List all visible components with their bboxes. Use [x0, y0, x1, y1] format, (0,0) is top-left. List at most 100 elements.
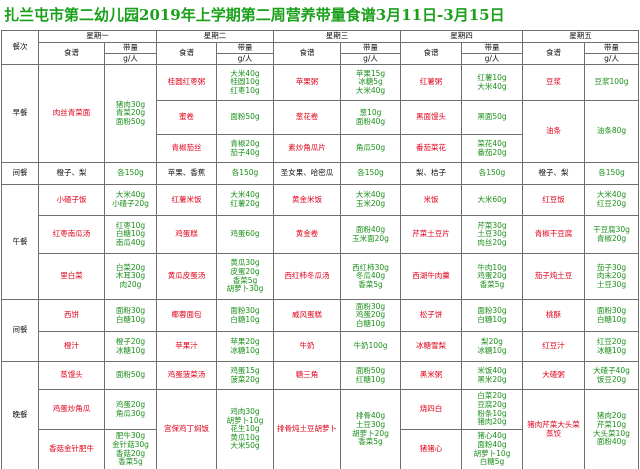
amount-wed-dinner-1: 面粉50g 红糖10g [340, 361, 401, 390]
unit-header: g/人 [340, 53, 401, 65]
dish-tue-snack-1: 苹果、香蕉 [156, 162, 217, 185]
dish-wed-snack-2a: 威风蛋糕 [273, 299, 341, 332]
dish-thu-snack-1: 梨、桔子 [400, 162, 462, 185]
dish-fri-snack-2a: 桃酥 [522, 299, 585, 332]
page-title: 扎兰屯市第二幼儿园2019年上学期第二周营养带量食谱3月11日-3月15日 [4, 6, 505, 24]
amount-thu-dinner-2: 白菜20g 豆腐20g 粉条10g 猪肉20g [461, 389, 523, 430]
dish-tue-breakfast-1: 桂圆红枣粥 [156, 64, 217, 101]
dish-fri-lunch-2: 青椒干豆腐 [522, 215, 585, 254]
amount-tue-breakfast-2: 面粉50g [216, 100, 274, 135]
meal-label-snack-2: 间餐 [1, 299, 39, 362]
meal-label-lunch: 午餐 [1, 184, 39, 300]
dish-wed-breakfast-1: 苹果粥 [273, 64, 341, 101]
amount-tue-breakfast-1: 大米40g 桂圆10g 红枣10g [216, 64, 274, 101]
dish-thu-dinner-3: 猪猪心 [400, 429, 462, 469]
recipe-header: 食谱 [156, 42, 217, 65]
meal-label-breakfast: 早餐 [1, 64, 39, 163]
dish-thu-lunch-3: 西湖牛肉羹 [400, 253, 462, 300]
amount-thu-lunch-1: 大米60g [461, 184, 523, 216]
dish-tue-lunch-2: 鸡蛋糕 [156, 215, 217, 254]
amount-wed-dinner-2: 排骨40g 土豆30g 胡萝卜20g 香菜5g [340, 389, 401, 469]
dish-mon-snack-1: 橙子、梨 [38, 162, 105, 185]
day-header-wed: 星期三 [273, 30, 401, 43]
amount-fri-snack-2b: 红豆20g 冰糖10g [584, 331, 639, 362]
dish-fri-snack-2b: 红豆汁 [522, 331, 585, 362]
dish-mon-lunch-3: 里白菜 [38, 253, 105, 300]
meal-label-dinner: 晚餐 [1, 361, 39, 469]
dish-tue-dinner-1: 鸡蛋菠菜汤 [156, 361, 217, 390]
dish-thu-dinner-2: 烧四白 [400, 389, 462, 430]
dish-thu-dinner-1: 黑米粥 [400, 361, 462, 390]
amount-tue-snack-1: 各150g [216, 162, 274, 185]
amount-wed-snack-2b: 牛奶100g [340, 331, 401, 362]
unit-header: g/人 [216, 53, 274, 65]
amount-fri-snack-1: 各150g [584, 162, 639, 185]
amount-thu-lunch-2: 芹菜30g 土豆30g 肉丝20g [461, 215, 523, 254]
amount-wed-snack-2a: 面粉30g 鸡蛋20g 白糖10g [340, 299, 401, 332]
unit-header: g/人 [461, 53, 523, 65]
dish-wed-breakfast-3: 素炒角瓜片 [273, 134, 341, 163]
amount-tue-snack-2b: 苹果20g 冰糖10g [216, 331, 274, 362]
dish-mon-lunch-1: 小碴子饭 [38, 184, 105, 216]
amount-fri-breakfast-1: 豆浆100g [584, 64, 639, 101]
meal-label-snack-1: 间餐 [1, 162, 39, 185]
dish-tue-breakfast-3: 青椒茄丝 [156, 134, 217, 163]
dish-fri-breakfast-1: 豆浆 [522, 64, 585, 101]
dish-wed-dinner-1: 糖三角 [273, 361, 341, 390]
amount-tue-breakfast-3: 青椒20g 茄子40g [216, 134, 274, 163]
amount-fri-lunch-2: 干豆腐30g 青椒20g [584, 215, 639, 254]
amount-mon-breakfast: 猪肉30g 青菜20g 面粉50g [104, 64, 157, 163]
dish-fri-lunch-1: 红豆饭 [522, 184, 585, 216]
amount-fri-dinner-2: 猪肉20g 芹菜10g 大头菜10g 面粉40g [584, 389, 639, 469]
dish-fri-dinner-1: 大碴粥 [522, 361, 585, 390]
amount-thu-snack-2b: 梨20g 冰糖10g [461, 331, 523, 362]
dish-mon-dinner-3: 香菇金针肥牛 [38, 429, 105, 469]
amount-wed-breakfast-1: 苹果15g 冰糖5g 大米40g [340, 64, 401, 101]
dish-tue-snack-2b: 苹果汁 [156, 331, 217, 362]
amount-fri-snack-2a: 面粉30g 白糖10g [584, 299, 639, 332]
amount-thu-breakfast-1: 红薯10g 大米40g [461, 64, 523, 101]
amount-wed-lunch-1: 大米40g 玉米20g [340, 184, 401, 216]
amount-wed-snack-1: 各150g [340, 162, 401, 185]
menu-table: 餐次 星期一 星期二 星期三 星期四 星期五 食谱 带量 食谱 带量 食谱 带量… [1, 30, 639, 469]
dish-thu-snack-2a: 松子饼 [400, 299, 462, 332]
dish-thu-lunch-1: 米饭 [400, 184, 462, 216]
unit-header: g/人 [584, 53, 639, 65]
amount-thu-dinner-1: 米饭40g 黑米20g [461, 361, 523, 390]
amount-thu-snack-2a: 面粉30g 白糖10g [461, 299, 523, 332]
dish-thu-lunch-2: 芹菜土豆片 [400, 215, 462, 254]
recipe-header: 食谱 [273, 42, 341, 65]
amount-tue-dinner-1: 鸡蛋15g 菠菜20g [216, 361, 274, 390]
dish-fri-breakfast-2: 油条 [522, 100, 585, 163]
dish-tue-dinner-2: 宫保鸡丁焖饭 [156, 389, 217, 469]
amount-fri-lunch-3: 茄子30g 肉末20g 土豆30g [584, 253, 639, 300]
amount-tue-lunch-3: 黄瓜30g 皮蛋20g 香菜5g 胡萝卜30g [216, 253, 274, 300]
amount-mon-dinner-1: 面粉50g [104, 361, 157, 390]
amount-mon-dinner-3: 肥牛30g 金针菇30g 香菇20g 香菜5g [104, 429, 157, 469]
amount-fri-breakfast-2: 油条80g [584, 100, 639, 163]
dish-wed-lunch-1: 黄金米饭 [273, 184, 341, 216]
amount-thu-snack-1: 各150g [461, 162, 523, 185]
recipe-header: 食谱 [400, 42, 462, 65]
amount-wed-lunch-3: 西红柿30g 冬瓜40g 香菜5g [340, 253, 401, 300]
dish-mon-dinner-1: 蒸馒头 [38, 361, 105, 390]
amount-header: 带量 [584, 42, 639, 54]
recipe-header: 食谱 [38, 42, 105, 65]
recipe-header: 食谱 [522, 42, 585, 65]
dish-mon-snack-2a: 西饼 [38, 299, 105, 332]
amount-mon-snack-2b: 橙子20g 冰糖10g [104, 331, 157, 362]
amount-thu-dinner-3: 猪心40g 面粉40g 胡萝卜10g 白糖5g [461, 429, 523, 469]
amount-fri-lunch-1: 大米40g 红豆20g [584, 184, 639, 216]
day-header-tue: 星期二 [156, 30, 274, 43]
amount-thu-lunch-3: 牛肉10g 鸡蛋20g 香菜5g [461, 253, 523, 300]
dish-mon-lunch-2: 红枣南瓜汤 [38, 215, 105, 254]
dish-thu-breakfast-2: 黑面馒头 [400, 100, 462, 135]
dish-tue-snack-2a: 椰蓉面包 [156, 299, 217, 332]
dish-wed-snack-2b: 牛奶 [273, 331, 341, 362]
amount-mon-dinner-2: 鸡蛋20g 角瓜30g [104, 389, 157, 430]
dish-tue-lunch-1: 红薯米饭 [156, 184, 217, 216]
unit-header: g/人 [104, 53, 157, 65]
dish-wed-snack-1: 圣女果、哈密瓜 [273, 162, 341, 185]
amount-mon-lunch-2: 红枣10g 白糖10g 南瓜40g [104, 215, 157, 254]
dish-fri-snack-1: 橙子、梨 [522, 162, 585, 185]
